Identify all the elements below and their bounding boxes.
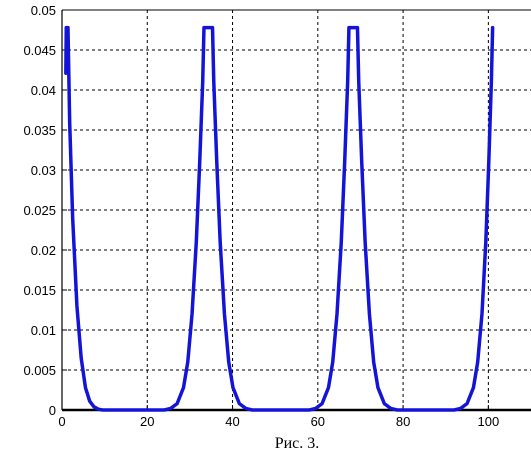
series-line bbox=[64, 25, 495, 412]
x-tick-label: 60 bbox=[311, 414, 325, 429]
y-tick-label: 0.02 bbox=[31, 243, 56, 258]
y-tick-label: 0.045 bbox=[23, 43, 56, 58]
y-tick-labels: 0 0.005 0.01 0.015 0.02 0.025 0.03 0.035 0.04 0.0… bbox=[23, 3, 56, 418]
y-tick-label: 0 bbox=[49, 403, 56, 418]
y-tick-label: 0.035 bbox=[23, 123, 56, 138]
x-tick-labels: 0 20 40 60 80 100 bbox=[58, 414, 499, 429]
x-tick-label: 0 bbox=[58, 414, 65, 429]
figure-caption: Рис. 3. bbox=[275, 435, 320, 452]
y-tick-label: 0.05 bbox=[31, 3, 56, 18]
x-tick-label: 80 bbox=[396, 414, 410, 429]
y-tick-label: 0.005 bbox=[23, 363, 56, 378]
y-tick-label: 0.04 bbox=[31, 83, 56, 98]
grid-lines bbox=[62, 10, 531, 410]
series-layer bbox=[64, 25, 495, 412]
y-tick-label: 0.03 bbox=[31, 163, 56, 178]
y-tick-label: 0.025 bbox=[23, 203, 56, 218]
y-tick-label: 0.01 bbox=[31, 323, 56, 338]
y-tick-label: 0.015 bbox=[23, 283, 56, 298]
x-tick-label: 20 bbox=[140, 414, 154, 429]
x-tick-label: 100 bbox=[478, 414, 500, 429]
x-tick-label: 40 bbox=[225, 414, 239, 429]
